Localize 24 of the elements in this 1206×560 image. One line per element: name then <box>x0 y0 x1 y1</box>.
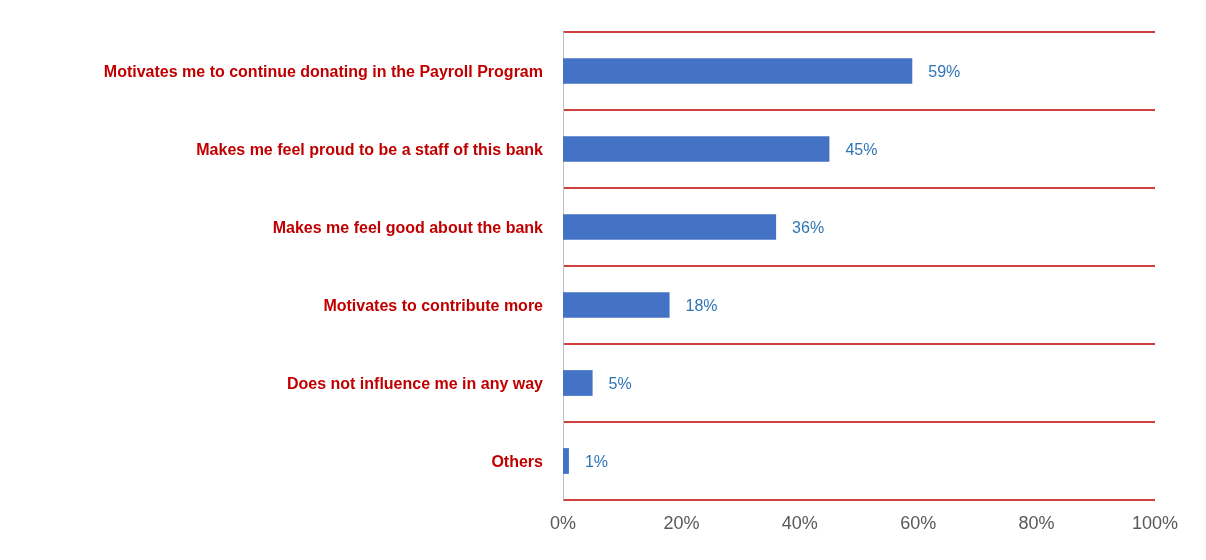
data-label: 5% <box>608 374 632 392</box>
x-tick-label: 0% <box>549 513 577 533</box>
x-tick-label: 40% <box>781 513 818 533</box>
bar <box>563 370 593 396</box>
x-tick-label: 80% <box>1018 513 1055 533</box>
data-label: 18% <box>685 296 718 314</box>
y-tick-label: Makes me feel proud to be a staff of this bank <box>196 140 544 158</box>
data-label: 1% <box>584 452 609 470</box>
data-label: 59% <box>928 62 961 80</box>
bar <box>563 448 569 474</box>
y-tick-label: Others <box>491 452 544 470</box>
bar <box>563 136 830 162</box>
data-label: 45% <box>845 140 878 158</box>
x-tick-label: 60% <box>900 513 937 533</box>
bar <box>563 292 670 318</box>
y-tick-label: Motivates me to continue donating in the Payroll Program <box>103 62 543 80</box>
y-tick-label: Does not influence me in any way <box>286 374 544 392</box>
x-tick-label: 100% <box>1131 513 1179 533</box>
data-label: 36% <box>792 218 825 236</box>
y-tick-label: Motivates to contribute more <box>323 296 544 314</box>
bar <box>563 58 913 84</box>
x-tick-label: 20% <box>663 513 700 533</box>
y-tick-label: Makes me feel good about the bank <box>272 218 544 236</box>
bar <box>563 214 777 240</box>
